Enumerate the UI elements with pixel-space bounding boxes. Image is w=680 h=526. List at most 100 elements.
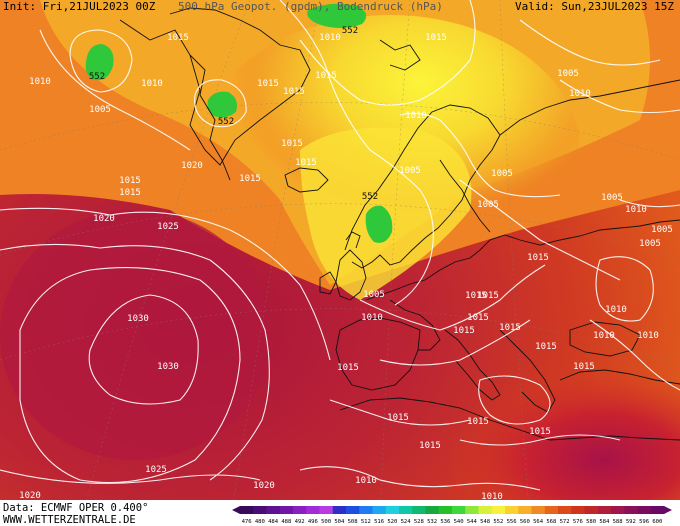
colorbar-tick-label: 528 [414, 519, 425, 525]
colorbar-tick-label: 564 [533, 519, 544, 525]
init-time: Init: Fri,21JUL2023 00Z [3, 0, 156, 13]
colorbar-tick-label: 576 [573, 519, 583, 525]
colorbar-tick-label: 512 [361, 519, 371, 525]
isobar-label: 1015 [527, 253, 549, 263]
colorbar-swatch [544, 506, 559, 514]
isobar-label: 1015 [465, 291, 487, 301]
isobar-label: 1025 [145, 465, 167, 475]
colorbar-swatch [584, 506, 599, 514]
colorbar: 476 480 484 488 492 496 500 504 508 512 516 520 524 5… [232, 506, 672, 525]
colorbar-swatch [571, 506, 585, 514]
colorbar-tick-label: 508 [348, 519, 359, 525]
coastlines [119, 7, 680, 441]
coast-greenland [119, 7, 311, 166]
colorbar-swatch [478, 506, 493, 514]
coast-italy [444, 329, 501, 401]
isobar-label: 1015 [529, 427, 551, 437]
isobar-label: 1015 [425, 33, 447, 43]
colorbar-swatch [293, 506, 307, 514]
isobar-label: 1010 [637, 331, 659, 341]
colorbar-tick-label: 480 [255, 519, 265, 525]
colorbar-tick-label: 572 [560, 519, 570, 525]
isobar-label: 1010 [29, 77, 51, 87]
isobar-label: 1015 [419, 441, 441, 451]
isobar-label: 1030 [127, 314, 149, 324]
geopotential-label: 552 [218, 117, 234, 127]
isobar-label: 1015 [467, 313, 489, 323]
colorbar-swatch [372, 506, 387, 514]
isobar-label: 1020 [253, 481, 275, 491]
colorbar-tick-label: 504 [334, 519, 345, 525]
colorbar-tick-label: 500 [321, 519, 331, 525]
coast-black-sea [569, 321, 641, 357]
isobar-label: 1005 [399, 166, 421, 176]
coast-iceland [284, 167, 329, 193]
colorbar-tick-label: 552 [493, 519, 503, 525]
data-source: Data: ECMWF OPER 0.400° [3, 502, 149, 514]
coast-europe [365, 219, 680, 301]
colorbar-tick-label: 476 [242, 519, 252, 525]
colorbar-tick-label: 520 [387, 519, 397, 525]
isobar-label: 1015 [337, 363, 359, 373]
colorbar-swatch [637, 506, 652, 514]
isobar-label: 1010 [361, 313, 383, 323]
colorbar-arrow-left [232, 506, 240, 514]
colorbar-swatch [465, 506, 479, 514]
colorbar-arrow-right [664, 506, 672, 514]
isobar-label: 1005 [601, 193, 623, 203]
isobar-label: 1015 [467, 417, 489, 427]
colorbar-tick-label: 588 [613, 519, 624, 525]
low-barents [307, 3, 367, 28]
isobar-label: 1010 [593, 331, 615, 341]
coast-france [389, 299, 441, 351]
colorbar-swatch [597, 506, 612, 514]
isobar-label: 1015 [453, 326, 475, 336]
coast-iberia [335, 317, 421, 391]
colorbar-swatch [399, 506, 413, 514]
isobar-label: 1015 [167, 33, 189, 43]
website-label: WWW.WETTERZENTRALE.DE [3, 514, 136, 526]
colorbar-tick-label: 584 [599, 519, 610, 525]
colorbar-tick-label: 536 [440, 519, 450, 525]
isobar-label: 1010 [319, 33, 341, 43]
colorbar-swatch [452, 506, 466, 514]
low-norway [365, 205, 393, 243]
colorbar-swatch [518, 506, 532, 514]
isobar-label: 1015 [119, 176, 141, 186]
isobar-label: 1015 [281, 139, 303, 149]
colorbar-swatch [266, 506, 281, 514]
colorbar-tick-label: 544 [467, 519, 478, 525]
colorbar-tick-label: 524 [401, 519, 412, 525]
isobar-label: 1015 [257, 79, 279, 89]
isobar-label: 1005 [639, 239, 661, 249]
geopotential-labels: 552 552 552 552 [89, 26, 378, 202]
colorbar-tick-label: 484 [268, 519, 279, 525]
isobar-label: 1010 [605, 305, 627, 315]
low-greenland [85, 44, 114, 81]
isobar-label: 1015 [119, 188, 141, 198]
isobar-label: 1015 [573, 362, 595, 372]
colorbar-swatch [412, 506, 426, 514]
colorbar-swatch [611, 506, 625, 514]
colorbar-tick-label: 492 [295, 519, 305, 525]
colorbar-swatch [306, 506, 320, 514]
geopotential-label: 552 [89, 72, 105, 82]
coast-north-africa [339, 397, 680, 441]
isobar-label: 1005 [89, 105, 111, 115]
low-svalbard [207, 91, 237, 118]
isobar-label: 1010 [405, 111, 427, 121]
colorbar-tick-label: 580 [586, 519, 596, 525]
isobar-label: 1015 [239, 174, 261, 184]
colorbar-tick-label: 560 [520, 519, 530, 525]
colorbar-tick-label: 568 [546, 519, 557, 525]
colorbar-swatch [319, 506, 334, 514]
map-title: 500 hPa Geopot. (gpdm), Bodendruck (hPa) [178, 0, 443, 13]
isobar-label: 1015 [535, 342, 557, 352]
colorbar-swatch [491, 506, 506, 514]
coast-scotland [345, 231, 361, 249]
colorbar-swatch [332, 506, 347, 514]
colorbar-tick-label: 556 [507, 519, 517, 525]
colorbar-tick-label: 532 [427, 519, 437, 525]
